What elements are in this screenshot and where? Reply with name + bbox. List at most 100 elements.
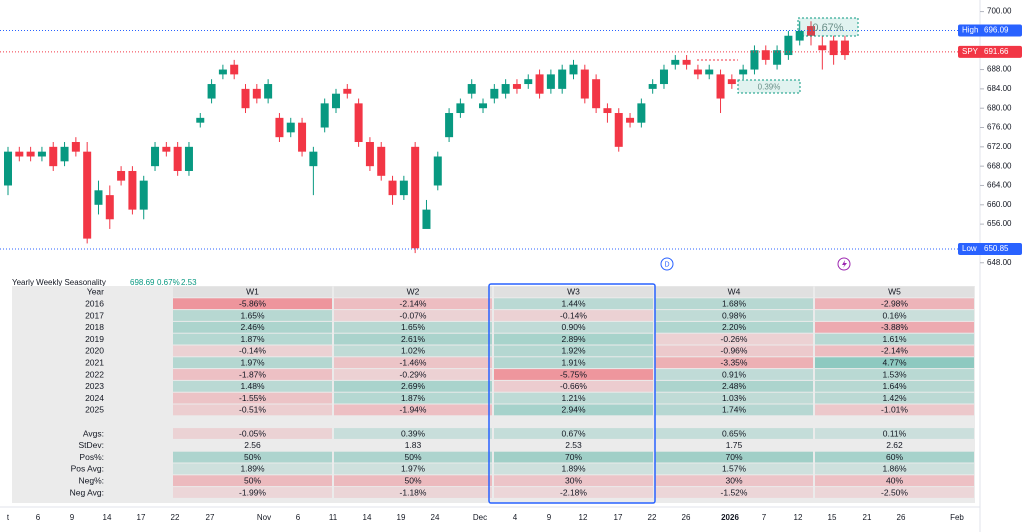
- table-cell: [494, 333, 653, 345]
- table-stat: 0.67%: [157, 278, 180, 287]
- candle-body: [26, 151, 35, 157]
- candle-body: [105, 195, 114, 220]
- table-row-label: Neg%:: [78, 475, 104, 485]
- table-cell: [494, 369, 653, 380]
- price-label-bg: [958, 45, 1022, 58]
- x-tick-label: 14: [103, 513, 112, 522]
- candle-body: [580, 69, 589, 99]
- table-cell: [655, 310, 813, 321]
- y-tick-label: 684.00: [987, 84, 1012, 93]
- table-row-label: Avgs:: [83, 428, 104, 438]
- candle-body: [648, 84, 657, 89]
- y-tick-label: 656.00: [987, 219, 1012, 228]
- table-cell-text: -2.18%: [560, 487, 587, 497]
- table-cell-text: -2.98%: [881, 298, 908, 308]
- table-cell: [173, 463, 332, 475]
- candle-body: [716, 74, 725, 99]
- table-cell-text: W5: [888, 287, 901, 297]
- table-cell: [494, 298, 653, 310]
- annotation-box: [797, 17, 859, 37]
- candle-body: [241, 88, 250, 109]
- table-cell-text: -1.87%: [239, 369, 266, 379]
- table-cell: [815, 310, 974, 321]
- x-tick-label: 17: [614, 513, 623, 522]
- table-cell-text: 40%: [886, 475, 903, 485]
- candle-body: [309, 151, 318, 167]
- candle-body: [693, 69, 702, 75]
- table-cell: [815, 321, 974, 333]
- y-tick-label: 660.00: [987, 200, 1012, 209]
- candle-body: [343, 88, 352, 94]
- y-tick-label: 668.00: [987, 161, 1012, 170]
- candle-body: [331, 93, 340, 109]
- x-tick-label: 15: [828, 513, 837, 522]
- table-cell: [334, 463, 492, 475]
- y-tick-label: 680.00: [987, 103, 1012, 112]
- table-cell-text: 2.62: [886, 440, 903, 450]
- x-tick-label: 6: [36, 513, 41, 522]
- table-cell-text: -0.51%: [239, 405, 266, 415]
- candle-body: [818, 45, 827, 51]
- annotation-box: [737, 79, 801, 94]
- candle-body: [456, 103, 465, 114]
- x-tick-label: 27: [206, 513, 215, 522]
- candle-body: [218, 69, 227, 75]
- table-cell-text: 1.68%: [722, 298, 747, 308]
- table-row-label: 2025: [85, 405, 104, 415]
- candle-body: [479, 103, 488, 109]
- table-cell: [815, 357, 974, 369]
- table-cell-text: 1.21%: [561, 393, 586, 403]
- price-label-value: 650.85: [984, 244, 1009, 253]
- x-tick-label: 26: [682, 513, 691, 522]
- table-cell: [494, 475, 653, 487]
- table-cell: [173, 298, 332, 310]
- table-cell: [173, 439, 332, 451]
- candle-body: [727, 79, 736, 85]
- table-cell: [334, 298, 492, 310]
- candle-body: [4, 151, 12, 186]
- table-cell-text: 1.53%: [882, 369, 907, 379]
- dividend-marker[interactable]: [660, 257, 674, 271]
- table-cell-text: 1.83: [405, 440, 422, 450]
- table-cell: [334, 345, 492, 357]
- table-cell-text: 1.48%: [240, 381, 265, 391]
- table-cell-text: -0.96%: [721, 346, 748, 356]
- table-cell-text: -5.75%: [560, 369, 587, 379]
- x-tick-label: 19: [397, 513, 406, 522]
- candle-body: [445, 113, 454, 138]
- table-stat: 698.69: [130, 278, 155, 287]
- table-cell: [655, 428, 813, 439]
- table-row-label: 2023: [85, 381, 104, 391]
- table-cell-text: 50%: [404, 475, 421, 485]
- y-tick-label: 648.00: [987, 258, 1012, 267]
- table-cell: [655, 357, 813, 369]
- candle-body: [659, 69, 668, 85]
- table-cell: [815, 380, 974, 392]
- table-cell-text: -0.05%: [239, 428, 266, 438]
- price-label-value: 696.09: [984, 26, 1009, 35]
- table-cell-text: 1.89%: [240, 464, 265, 474]
- y-tick-label: 700.00: [987, 7, 1012, 16]
- table-cell: [815, 369, 974, 380]
- table-cell: [334, 404, 492, 416]
- x-tick-label: 7: [762, 513, 767, 522]
- price-label-name: SPY: [962, 47, 979, 56]
- table-cell: [334, 475, 492, 487]
- table-cell: [173, 333, 332, 345]
- table-cell-text: 0.91%: [722, 369, 747, 379]
- table-cell: [655, 451, 813, 463]
- candle-body: [682, 59, 691, 65]
- x-tick-label: Feb: [950, 513, 964, 522]
- table-cell: [494, 404, 653, 416]
- candle-body: [196, 117, 205, 123]
- table-stat: 2.53: [181, 278, 197, 287]
- table-cell-text: 4.77%: [882, 357, 907, 367]
- candle-body: [501, 84, 510, 94]
- candle-body: [264, 84, 273, 99]
- table-cell: [494, 310, 653, 321]
- table-cell: [655, 392, 813, 404]
- marker-label: D: [664, 261, 669, 268]
- table-cell: [815, 298, 974, 310]
- x-tick-label: 4: [513, 513, 518, 522]
